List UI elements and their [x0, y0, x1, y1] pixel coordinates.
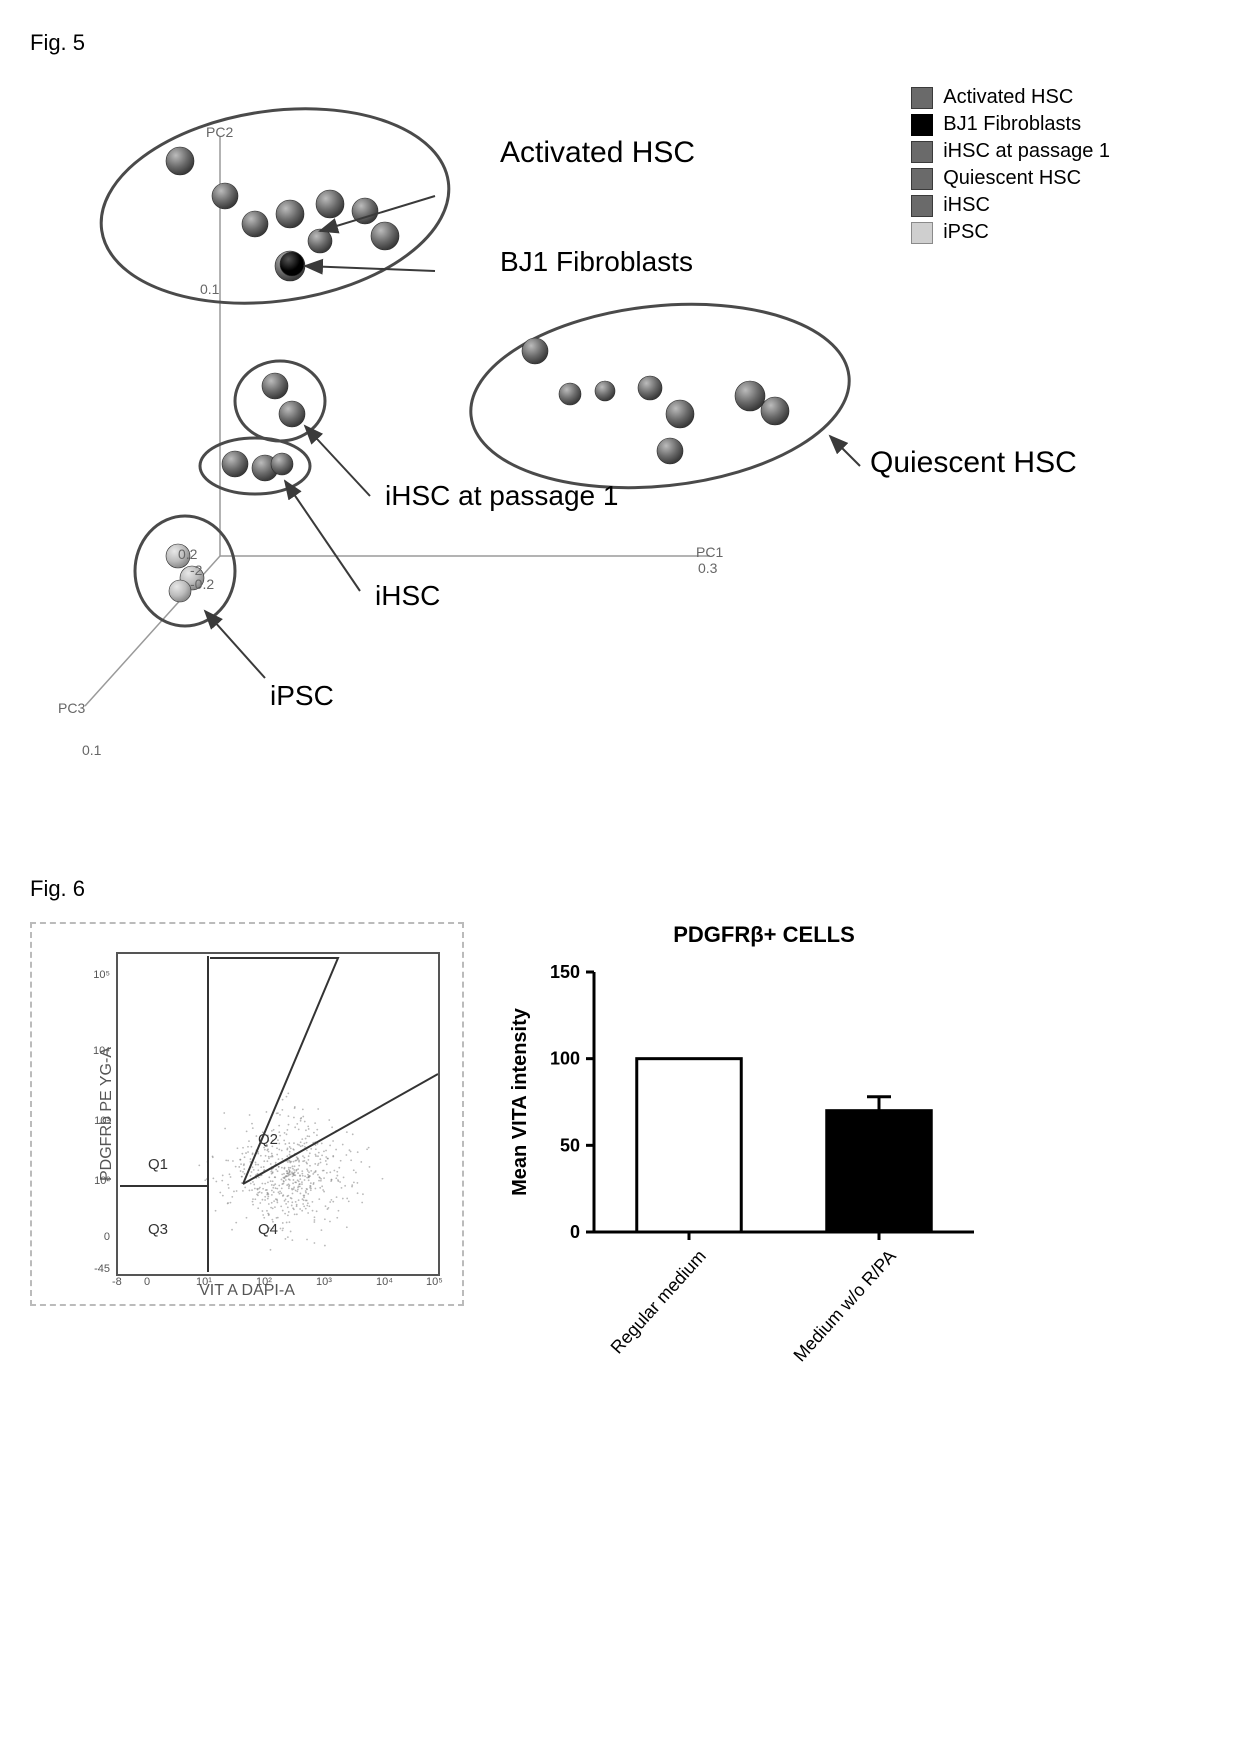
svg-text:100: 100	[550, 1049, 580, 1069]
facs-xtick: 10²	[256, 1276, 272, 1288]
axis-pc1-label: PC1	[696, 544, 723, 560]
fig5-container: PC2 0.1 PC1 0.3 PC3 0.1 0.2 -2 -0.2 Acti…	[30, 66, 1130, 816]
facs-ytick: 10²	[94, 1175, 110, 1187]
legend-item: BJ1 Fibroblasts	[911, 113, 1110, 136]
fig6-container: PDGFRb PE YG-A Q1 Q2 Q3 Q4 VIT A DAPI-A -45…	[30, 922, 1210, 1342]
fig5-label: Fig. 5	[30, 30, 1210, 56]
bar-chart-title: PDGFRβ+ CELLS	[504, 922, 1024, 948]
facs-xtick: 10⁵	[426, 1276, 443, 1288]
facs-xtick: 0	[144, 1276, 150, 1288]
legend-label: Activated HSC	[943, 86, 1073, 109]
legend-swatch	[911, 195, 933, 217]
legend-swatch	[911, 168, 933, 190]
bar-xtick-1: Medium w/o R/PA	[738, 1246, 901, 1424]
facs-ytick: 0	[104, 1231, 110, 1243]
axis-pc3-label: PC3	[58, 700, 85, 716]
legend-swatch	[911, 141, 933, 163]
bar-chart-svg: 0 50 100 150 Mean VITA intensity	[504, 962, 1024, 1272]
axis-pc1-tick: 0.3	[698, 560, 717, 576]
facs-xtick: 10³	[316, 1276, 332, 1288]
callout-quiescent-hsc: Quiescent HSC	[870, 446, 1077, 480]
legend-item: iHSC at passage 1	[911, 140, 1110, 163]
axis-pc3-tick: 0.1	[82, 742, 101, 758]
legend-item: Activated HSC	[911, 86, 1110, 109]
axis-origin-x: 0.2	[178, 546, 197, 562]
facs-ytick: -45	[94, 1263, 110, 1275]
axis-origin-z: -0.2	[190, 576, 214, 592]
fig5-legend: Activated HSC BJ1 Fibroblasts iHSC at pass…	[911, 86, 1110, 248]
facs-plot: PDGFRb PE YG-A Q1 Q2 Q3 Q4 VIT A DAPI-A -45…	[30, 922, 464, 1306]
callout-ihsc: iHSC	[375, 580, 440, 612]
callout-ihsc-p1: iHSC at passage 1	[385, 480, 618, 512]
legend-swatch	[911, 222, 933, 244]
facs-xlabel: VIT A DAPI-A	[199, 1282, 295, 1300]
axis-pc2-tick: 0.1	[200, 281, 219, 297]
legend-label: iPSC	[943, 221, 989, 244]
svg-text:Mean VITA intensity: Mean VITA intensity	[509, 1007, 531, 1196]
facs-xtick: 10⁴	[376, 1276, 393, 1288]
callout-ipsc: iPSC	[270, 680, 334, 712]
facs-svg: Q1 Q2 Q3 Q4	[118, 954, 438, 1274]
facs-xtick: -8	[112, 1276, 122, 1288]
legend-label: iHSC at passage 1	[943, 140, 1110, 163]
legend-swatch	[911, 114, 933, 136]
facs-ytick: 10³	[94, 1115, 110, 1127]
fig6-label: Fig. 6	[30, 876, 1210, 902]
bar-xtick-0: Regular medium	[548, 1246, 711, 1424]
legend-label: iHSC	[943, 194, 990, 217]
callout-activated-hsc: Activated HSC	[500, 136, 695, 170]
svg-text:Q3: Q3	[148, 1221, 168, 1238]
legend-label: Quiescent HSC	[943, 167, 1081, 190]
facs-plot-area: Q1 Q2 Q3 Q4	[116, 952, 440, 1276]
facs-xtick: 10¹	[196, 1276, 212, 1288]
axis-pc2-label: PC2	[206, 124, 233, 140]
svg-text:150: 150	[550, 962, 580, 982]
facs-ylabel: PDGFRb PE YG-A	[98, 1047, 116, 1181]
legend-item: iPSC	[911, 221, 1110, 244]
legend-label: BJ1 Fibroblasts	[943, 113, 1081, 136]
svg-text:Q2: Q2	[258, 1131, 278, 1148]
legend-item: iHSC	[911, 194, 1110, 217]
svg-text:Q1: Q1	[148, 1156, 168, 1173]
svg-text:0: 0	[570, 1222, 580, 1242]
facs-ytick: 10⁵	[93, 969, 110, 981]
svg-text:50: 50	[560, 1135, 580, 1155]
callout-bj1: BJ1 Fibroblasts	[500, 246, 693, 278]
legend-item: Quiescent HSC	[911, 167, 1110, 190]
bar-chart: PDGFRβ+ CELLS 0 50 100 150 Mean VITA intensi…	[504, 922, 1024, 1342]
legend-swatch	[911, 87, 933, 109]
facs-ytick: 10⁴	[93, 1045, 110, 1057]
svg-text:Q4: Q4	[258, 1221, 278, 1238]
